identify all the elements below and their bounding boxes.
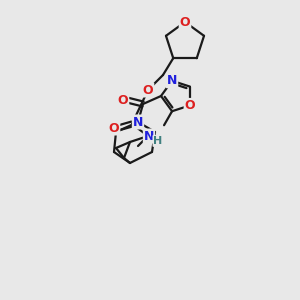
Text: N: N <box>144 130 154 142</box>
Text: H: H <box>153 136 163 146</box>
Text: O: O <box>109 122 119 134</box>
Text: N: N <box>133 116 143 128</box>
Text: O: O <box>180 16 190 28</box>
Text: N: N <box>167 74 177 87</box>
Text: O: O <box>118 94 128 106</box>
Text: O: O <box>184 99 195 112</box>
Text: O: O <box>143 83 153 97</box>
